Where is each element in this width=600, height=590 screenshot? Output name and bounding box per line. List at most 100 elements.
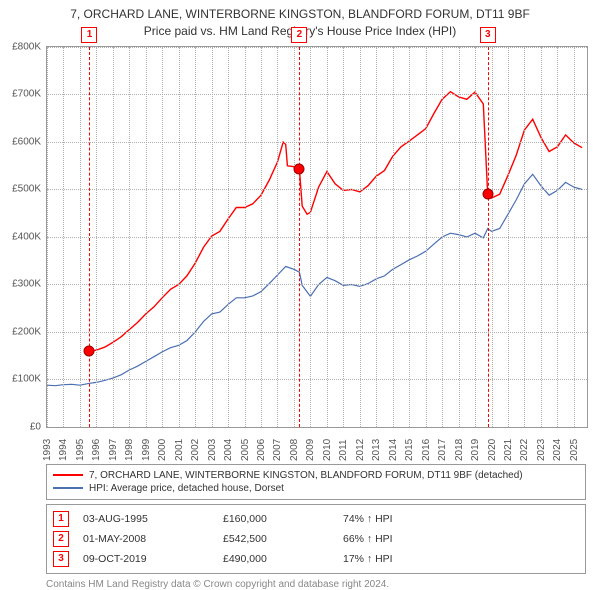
sale-marker-line bbox=[299, 47, 300, 427]
sale-date: 09-OCT-2019 bbox=[83, 553, 223, 565]
gridline-v bbox=[195, 47, 196, 427]
title-line-1: 7, ORCHARD LANE, WINTERBORNE KINGSTON, B… bbox=[0, 6, 600, 23]
sale-price: £160,000 bbox=[223, 513, 343, 525]
gridline-v bbox=[508, 47, 509, 427]
legend: 7, ORCHARD LANE, WINTERBORNE KINGSTON, B… bbox=[46, 464, 586, 500]
price-chart: £0£100K£200K£300K£400K£500K£600K£700K£80… bbox=[46, 46, 588, 428]
x-axis-label: 1999 bbox=[141, 438, 152, 460]
y-axis-label: £600K bbox=[1, 136, 41, 147]
x-axis-label: 2022 bbox=[519, 438, 530, 460]
gridline-v bbox=[524, 47, 525, 427]
legend-item-hpi: HPI: Average price, detached house, Dors… bbox=[53, 482, 579, 495]
gridline-h bbox=[47, 47, 587, 48]
sale-marker-badge: 2 bbox=[291, 27, 307, 43]
gridline-v bbox=[310, 47, 311, 427]
series-hpi bbox=[47, 174, 582, 385]
x-axis-label: 2017 bbox=[437, 438, 448, 460]
x-axis-label: 2018 bbox=[454, 438, 465, 460]
y-axis-label: £0 bbox=[1, 421, 41, 432]
x-axis-label: 2009 bbox=[305, 438, 316, 460]
sale-date: 01-MAY-2008 bbox=[83, 533, 223, 545]
footer-line-1: Contains HM Land Registry data © Crown c… bbox=[46, 578, 586, 590]
gridline-h bbox=[47, 94, 587, 95]
sale-delta: 17% ↑ HPI bbox=[343, 553, 393, 565]
gridline-v bbox=[245, 47, 246, 427]
gridline-v bbox=[162, 47, 163, 427]
sale-badge: 3 bbox=[53, 551, 69, 567]
x-axis-label: 2021 bbox=[503, 438, 514, 460]
gridline-v bbox=[294, 47, 295, 427]
gridline-h bbox=[47, 332, 587, 333]
sale-dot bbox=[84, 346, 95, 357]
x-axis-label: 2020 bbox=[487, 438, 498, 460]
x-axis-label: 2024 bbox=[552, 438, 563, 460]
gridline-v bbox=[146, 47, 147, 427]
sale-delta: 66% ↑ HPI bbox=[343, 533, 393, 545]
legend-label: 7, ORCHARD LANE, WINTERBORNE KINGSTON, B… bbox=[89, 470, 523, 481]
gridline-v bbox=[212, 47, 213, 427]
gridline-h bbox=[47, 189, 587, 190]
legend-label: HPI: Average price, detached house, Dors… bbox=[89, 483, 284, 494]
sale-date: 03-AUG-1995 bbox=[83, 513, 223, 525]
attribution-footer: Contains HM Land Registry data © Crown c… bbox=[46, 578, 586, 590]
gridline-v bbox=[96, 47, 97, 427]
gridline-h bbox=[47, 142, 587, 143]
x-axis-label: 2007 bbox=[272, 438, 283, 460]
x-axis-label: 2015 bbox=[404, 438, 415, 460]
x-axis-label: 2000 bbox=[157, 438, 168, 460]
sale-dot bbox=[482, 188, 493, 199]
gridline-v bbox=[376, 47, 377, 427]
y-axis-label: £700K bbox=[1, 89, 41, 100]
x-axis-label: 2002 bbox=[190, 438, 201, 460]
sale-dot bbox=[294, 163, 305, 174]
gridline-v bbox=[492, 47, 493, 427]
x-axis-label: 1996 bbox=[91, 438, 102, 460]
legend-swatch bbox=[53, 474, 83, 476]
gridline-v bbox=[541, 47, 542, 427]
gridline-v bbox=[442, 47, 443, 427]
sale-marker-line bbox=[89, 47, 90, 427]
gridline-v bbox=[343, 47, 344, 427]
sale-price: £490,000 bbox=[223, 553, 343, 565]
y-axis-label: £100K bbox=[1, 374, 41, 385]
sale-badge: 2 bbox=[53, 531, 69, 547]
gridline-v bbox=[360, 47, 361, 427]
x-axis-label: 2010 bbox=[322, 438, 333, 460]
x-axis-label: 2011 bbox=[338, 439, 349, 461]
gridline-v bbox=[557, 47, 558, 427]
gridline-h bbox=[47, 379, 587, 380]
x-axis-label: 2013 bbox=[371, 438, 382, 460]
x-axis-label: 2004 bbox=[223, 438, 234, 460]
gridline-v bbox=[63, 47, 64, 427]
x-axis-label: 2023 bbox=[536, 438, 547, 460]
x-axis-label: 2019 bbox=[470, 438, 481, 460]
gridline-v bbox=[475, 47, 476, 427]
gridline-v bbox=[261, 47, 262, 427]
gridline-v bbox=[80, 47, 81, 427]
gridline-v bbox=[574, 47, 575, 427]
gridline-v bbox=[426, 47, 427, 427]
sale-price: £542,500 bbox=[223, 533, 343, 545]
sale-marker-badge: 3 bbox=[480, 27, 496, 43]
legend-swatch bbox=[53, 487, 83, 489]
x-axis-label: 1995 bbox=[75, 438, 86, 460]
gridline-v bbox=[277, 47, 278, 427]
x-axis-label: 1998 bbox=[124, 438, 135, 460]
y-axis-label: £300K bbox=[1, 279, 41, 290]
x-axis-label: 1993 bbox=[42, 438, 53, 460]
x-axis-label: 1997 bbox=[108, 438, 119, 460]
x-axis-label: 2025 bbox=[569, 438, 580, 460]
gridline-h bbox=[47, 284, 587, 285]
sales-row: 3 09-OCT-2019 £490,000 17% ↑ HPI bbox=[53, 549, 579, 569]
sale-badge: 1 bbox=[53, 511, 69, 527]
sales-row: 2 01-MAY-2008 £542,500 66% ↑ HPI bbox=[53, 529, 579, 549]
sale-marker-line bbox=[488, 47, 489, 427]
x-axis-label: 2016 bbox=[421, 438, 432, 460]
y-axis-label: £200K bbox=[1, 326, 41, 337]
sale-delta: 74% ↑ HPI bbox=[343, 513, 393, 525]
gridline-v bbox=[393, 47, 394, 427]
legend-item-property: 7, ORCHARD LANE, WINTERBORNE KINGSTON, B… bbox=[53, 469, 579, 482]
x-axis-label: 1994 bbox=[58, 438, 69, 460]
y-axis-label: £800K bbox=[1, 41, 41, 52]
x-axis-label: 2008 bbox=[289, 438, 300, 460]
